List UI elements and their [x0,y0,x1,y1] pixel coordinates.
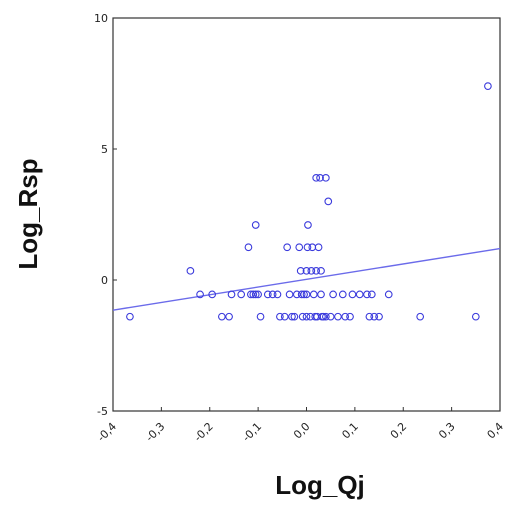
data-point [208,290,217,299]
data-point [322,173,330,182]
data-point [329,290,337,299]
data-point [244,243,253,252]
data-point [316,173,324,182]
data-point [367,290,376,299]
data-point [363,290,371,299]
data-point [217,312,226,321]
data-point [322,312,330,321]
data-point [237,290,246,299]
data-point [348,290,357,299]
data-point [225,312,233,321]
x-tick-label: 0,3 [436,420,458,442]
y-axis-title: Log_Rsp [13,158,43,269]
data-point [263,290,272,299]
data-point [297,290,306,299]
x-tick-label: -0,1 [240,420,264,444]
data-point [186,266,195,275]
y-tick-label: 5 [101,143,108,156]
data-point [280,312,289,321]
data-point [256,312,265,321]
data-point [288,312,296,321]
x-tick-label: -0,2 [191,420,215,444]
data-point [296,266,305,275]
x-axis-title: Log_Qj [275,470,365,500]
data-point [370,312,379,321]
x-tick-label: 0,0 [291,420,313,442]
data-point [324,197,333,206]
y-tick-label: -5 [97,405,108,418]
data-point [251,221,260,229]
data-point [338,290,347,299]
data-point [247,290,255,299]
data-point [290,312,299,321]
data-point [126,312,134,321]
x-tick-label: -0,4 [95,420,119,444]
data-point [283,243,292,252]
data-point [341,312,350,321]
data-point [319,312,328,321]
x-tick-label: 0,4 [485,420,507,442]
data-point [302,312,311,321]
data-point [249,290,258,299]
data-point [196,290,204,299]
y-tick-label: 10 [94,12,108,25]
data-point [268,290,277,299]
data-point [484,82,492,90]
data-point [304,221,312,229]
data-point [292,290,301,299]
data-point [303,243,312,252]
data-point [302,266,311,275]
data-point [346,312,354,321]
data-point [227,290,236,299]
data-point [317,266,325,275]
data-point [254,290,262,299]
y-tick-label: 0 [101,274,108,287]
axis-ticks [112,17,501,412]
data-point [471,312,480,321]
data-point [375,312,383,321]
data-point [300,290,308,299]
plot-area [112,17,501,412]
x-tick-label: -0,3 [143,420,167,444]
data-point [334,312,342,321]
data-point [309,290,318,299]
data-point [312,266,321,275]
data-point [384,290,393,299]
data-point [302,290,311,299]
data-point [365,312,374,321]
trendline [112,247,501,311]
x-tick-label: 0,2 [388,420,410,442]
data-point [326,312,335,321]
data-point [276,312,284,321]
data-point [251,290,260,299]
data-point [314,243,323,252]
data-points [126,82,492,321]
data-point [355,290,364,299]
data-point [295,243,304,252]
data-point [307,266,316,275]
data-point [312,173,321,182]
data-point [298,312,307,321]
data-point [273,290,282,299]
data-point [285,290,294,299]
x-tick-label: 0,1 [339,420,361,442]
data-point [317,290,325,299]
data-point [416,312,425,321]
